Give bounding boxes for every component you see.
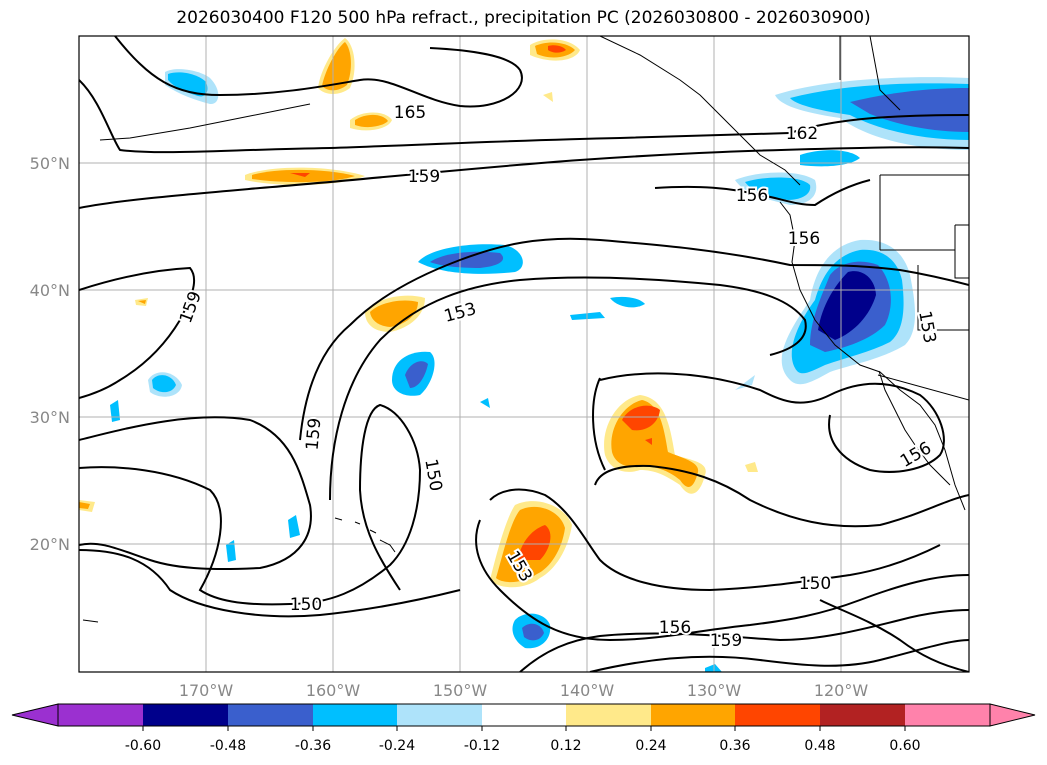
colorbar-segment [820,704,905,726]
shading-layer [79,38,969,672]
colorbar-segment [735,704,820,726]
coastlines [82,36,969,623]
colorbar-tick-label: -0.60 [125,738,161,754]
contour-label: 159 [408,167,440,187]
colorbar-tick-label: -0.12 [464,738,500,754]
colorbar-extend-max [989,703,1036,727]
colorbar-tick-label: 0.48 [804,738,835,754]
graticule [79,36,969,672]
map-title: 2026030400 F120 500 hPa refract., precip… [176,8,871,28]
lat-tick-label: 20°N [30,535,70,554]
colorbar-extend-min [11,703,59,727]
colorbar: -0.60 -0.48 -0.36 -0.24 -0.12 0.12 0.24 … [11,703,1036,754]
colorbar-tick-label: 0.36 [719,738,750,754]
colorbar-tick-label: -0.24 [379,738,415,754]
latitude-ticks: 50°N 40°N 30°N 20°N [30,154,70,554]
contour-label: 150 [799,574,831,594]
contour-label: 156 [788,229,820,249]
colorbar-segment [313,704,397,726]
lat-tick-label: 50°N [30,154,70,173]
colorbar-segment [651,704,735,726]
colorbar-tick-label: 0.24 [635,738,666,754]
lat-tick-label: 40°N [30,281,70,300]
contour-label: 156 [659,618,691,638]
lat-tick-label: 30°N [30,408,70,427]
refractivity-contours [79,36,969,672]
colorbar-segment [228,704,313,726]
lon-tick-label: 150°W [433,681,488,700]
colorbar-tick-label: -0.48 [210,738,246,754]
colorbar-segment [482,704,566,726]
lon-tick-label: 170°W [179,681,234,700]
colorbar-segment [58,704,143,726]
map-frame [78,35,970,673]
contour-label: 150 [290,595,322,615]
colorbar-segment [143,704,228,726]
colorbar-segment [566,704,651,726]
lon-tick-label: 130°W [687,681,742,700]
contour-label: 159 [303,417,326,451]
lon-tick-label: 160°W [306,681,361,700]
contour-label: 165 [394,103,426,123]
colorbar-frame [57,703,991,727]
contour-label: 159 [710,631,742,651]
longitude-ticks: 170°W 160°W 150°W 140°W 130°W 120°W [179,681,869,700]
colorbar-tick-label: 0.60 [889,738,920,754]
lon-tick-label: 140°W [560,681,615,700]
colorbar-segment [397,704,482,726]
lon-tick-label: 120°W [814,681,869,700]
contour-label: 156 [736,186,768,206]
colorbar-tick-label: 0.12 [550,738,581,754]
colorbar-segment [905,704,990,726]
colorbar-tick-label: -0.36 [295,738,331,754]
contour-label: 162 [786,124,818,144]
